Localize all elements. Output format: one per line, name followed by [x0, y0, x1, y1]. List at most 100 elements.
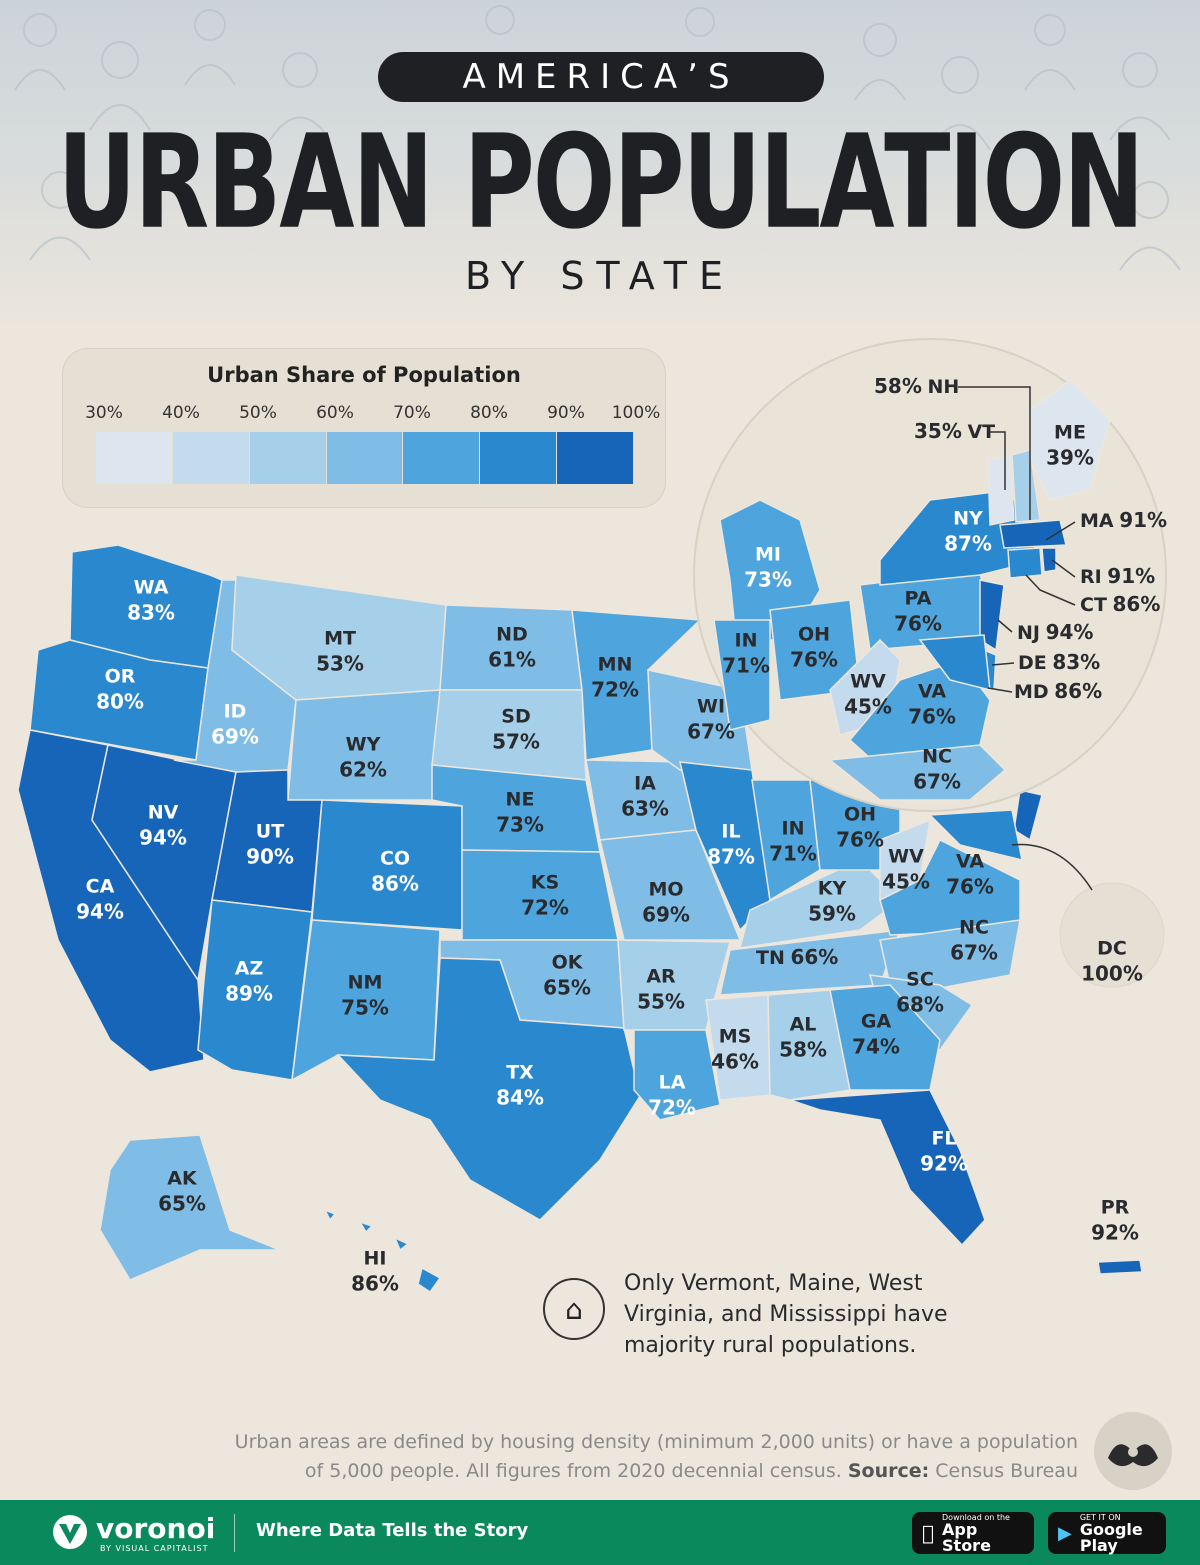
- google-play-icon: ▶: [1058, 1522, 1072, 1544]
- state-shape-VA: [879, 838, 1021, 936]
- footnote: Urban areas are defined by housing densi…: [120, 1428, 1078, 1485]
- state-label-WA: WA 83%: [127, 576, 175, 625]
- legend-tick: 90%: [547, 403, 585, 423]
- legend-tick: 40%: [162, 403, 200, 423]
- state-label-NV: NV 94%: [139, 801, 187, 850]
- legend-tick: 50%: [239, 403, 277, 423]
- inset-label-IN: IN 71%: [722, 629, 770, 678]
- page-subtitle: BY STATE: [465, 254, 735, 298]
- page-title: URBAN POPULATION: [57, 108, 1145, 258]
- state-label-SD: SD 57%: [492, 705, 540, 754]
- legend-tick: 60%: [316, 403, 354, 423]
- state-label-IL: IL 87%: [707, 820, 755, 869]
- state-shape-HI: [323, 1208, 442, 1294]
- state-shape-NJ: [1013, 789, 1043, 842]
- inset-label-NY: NY 87%: [944, 507, 992, 556]
- kicker-pill: AMERICA’S: [378, 52, 824, 102]
- legend-swatch: [326, 432, 404, 484]
- state-label-IN: IN 71%: [769, 817, 817, 866]
- state-label-AK: AK 65%: [158, 1167, 206, 1216]
- footnote-line-2: of 5,000 people. All figures from 2020 d…: [304, 1459, 842, 1482]
- state-shape-TX: [336, 957, 641, 1221]
- source-label: Source:: [847, 1459, 930, 1482]
- legend-color-scale: [96, 432, 635, 484]
- state-label-AL: AL 58%: [779, 1013, 827, 1062]
- rural-note: Only Vermont, Maine, West Virginia, and …: [624, 1271, 948, 1359]
- state-label-IA: IA 63%: [621, 772, 669, 821]
- state-label-KY: KY 59%: [808, 877, 856, 926]
- state-label-OH: OH 76%: [836, 803, 884, 852]
- legend-title: Urban Share of Population: [207, 363, 521, 387]
- state-label-UT: UT 90%: [246, 820, 294, 869]
- legend-swatch: [557, 432, 635, 484]
- callout-DE: DE 83%: [1018, 650, 1101, 675]
- inset-shape-IN: [713, 619, 771, 731]
- state-shape-AZ: [197, 899, 313, 1081]
- state-label-FL: FL 92%: [920, 1127, 968, 1176]
- state-shape-AK: [99, 1134, 281, 1281]
- state-shape-AL: [767, 989, 851, 1101]
- state-label-AR: AR 55%: [637, 965, 685, 1014]
- inset-label-PA: PA 76%: [894, 587, 942, 636]
- google-play-button[interactable]: ▶ GET IT ON Google Play: [1048, 1512, 1166, 1554]
- footer-divider: [234, 1514, 235, 1552]
- legend-tick: 70%: [393, 403, 431, 423]
- state-label-OR: OR 80%: [96, 665, 144, 714]
- inset-shape-NJ: [979, 579, 1005, 652]
- footer-tagline: Where Data Tells the Story: [256, 1520, 529, 1541]
- legend-swatch: [403, 432, 481, 484]
- source-text: Census Bureau: [935, 1459, 1078, 1482]
- inset-label-OH: OH 76%: [790, 623, 838, 672]
- state-label-MN: MN 72%: [591, 653, 639, 702]
- inset-shape-CT: [1007, 547, 1043, 579]
- state-shape-PR: [1097, 1259, 1143, 1275]
- visual-capitalist-logo-icon: [1094, 1412, 1172, 1490]
- apple-icon: : [922, 1521, 934, 1545]
- voronoi-logo-icon: [53, 1515, 87, 1549]
- state-label-HI: HI 86%: [351, 1247, 399, 1296]
- state-shape-MO: [599, 829, 742, 941]
- state-label-ID: ID 69%: [211, 700, 259, 749]
- state-label-MO: MO 69%: [642, 878, 690, 927]
- state-label-KS: KS 72%: [521, 871, 569, 920]
- brand-name: voronoi: [96, 1512, 216, 1545]
- voronoi-brand[interactable]: voronoi BY VISUAL CAPITALIST: [52, 1512, 242, 1554]
- google-play-large-text: Google Play: [1079, 1519, 1143, 1555]
- rural-house-icon: ⌂: [543, 1278, 605, 1340]
- app-store-large-text: App Store: [930, 1521, 1020, 1553]
- us-choropleth-map: [17, 338, 1167, 1294]
- inset-leader-lines: [958, 386, 1076, 693]
- state-label-TX: TX 84%: [496, 1061, 544, 1110]
- state-label-WY: WY 62%: [339, 733, 387, 782]
- inset-label-NC: NC 67%: [913, 745, 961, 794]
- dc-callout-arrow: [1011, 843, 1093, 891]
- state-label-CA: CA 94%: [76, 875, 124, 924]
- state-label-LA: LA 72%: [648, 1071, 696, 1120]
- callout-NH: 58% NH: [874, 374, 960, 399]
- legend-tick: 30%: [85, 403, 123, 423]
- inset-label-WV: WV 45%: [844, 670, 892, 719]
- state-shape-MD: [928, 809, 1023, 862]
- state-label-OK: OK 65%: [543, 951, 591, 1000]
- callout-MA: MA 91%: [1080, 508, 1168, 533]
- state-label-NC: NC 67%: [950, 916, 998, 965]
- inset-label-ME: ME 39%: [1046, 421, 1094, 470]
- state-label-NE: NE 73%: [496, 788, 544, 837]
- state-label-DC: DC 100%: [1081, 937, 1143, 986]
- state-label-WI: WI 67%: [687, 695, 735, 744]
- inset-shape-NC: [828, 744, 1007, 801]
- footnote-line-1: Urban areas are defined by housing densi…: [234, 1431, 1078, 1453]
- inset-label-VA: VA 76%: [908, 680, 956, 729]
- inset-shape-MD: [918, 634, 991, 691]
- dc-callout-circle: [1059, 882, 1165, 988]
- callout-VT: 35% VT: [914, 419, 996, 444]
- callout-RI: RI 91%: [1080, 564, 1156, 589]
- callout-NJ: NJ 94%: [1017, 620, 1094, 645]
- legend-swatch: [96, 432, 173, 484]
- google-play-small-text: GET IT ON: [1079, 1512, 1121, 1522]
- state-shape-FL: [789, 1089, 986, 1247]
- state-label-SC: SC 68%: [896, 968, 944, 1017]
- callout-CT: CT 86%: [1080, 592, 1161, 617]
- state-shape-GA: [829, 984, 941, 1091]
